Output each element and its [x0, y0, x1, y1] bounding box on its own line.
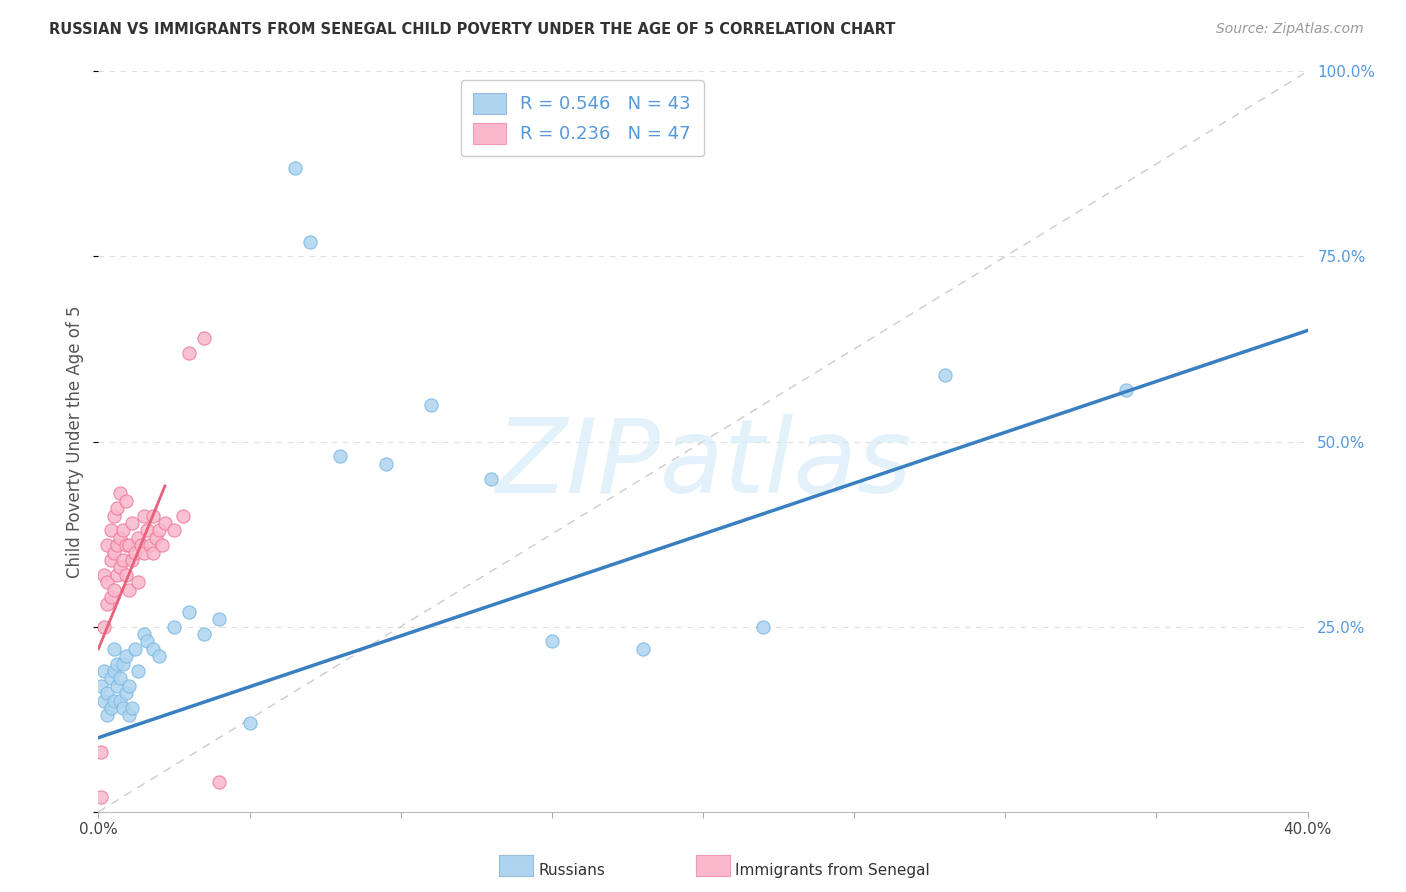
Point	[193, 627, 215, 641]
Point	[135, 634, 157, 648]
Point	[148, 649, 170, 664]
Point	[127, 664, 149, 678]
Point	[208, 775, 231, 789]
Point	[96, 708, 118, 723]
Point	[329, 450, 352, 464]
Point	[118, 582, 141, 597]
Legend: R = 0.546   N = 43, R = 0.236   N = 47: R = 0.546 N = 43, R = 0.236 N = 47	[461, 80, 703, 156]
Point	[284, 161, 307, 175]
Point	[111, 553, 134, 567]
Point	[93, 694, 115, 708]
Point	[163, 524, 186, 538]
Text: Russians: Russians	[538, 863, 606, 878]
Point	[111, 657, 134, 671]
Point	[108, 694, 131, 708]
Point	[132, 508, 155, 523]
Point	[114, 686, 136, 700]
Point	[96, 575, 118, 590]
Point	[105, 501, 128, 516]
Point	[108, 486, 131, 500]
Point	[93, 664, 115, 678]
Point	[103, 641, 125, 656]
Point	[100, 553, 122, 567]
Point	[114, 538, 136, 552]
Point	[114, 567, 136, 582]
Point	[90, 746, 112, 760]
Point	[90, 789, 112, 804]
Point	[108, 672, 131, 686]
Point	[96, 538, 118, 552]
Point	[481, 471, 503, 485]
Point	[239, 715, 262, 730]
Point	[103, 546, 125, 560]
Point	[114, 493, 136, 508]
Point	[139, 538, 162, 552]
Point	[193, 331, 215, 345]
Point	[1115, 383, 1137, 397]
Point	[142, 546, 165, 560]
Text: Immigrants from Senegal: Immigrants from Senegal	[735, 863, 931, 878]
Point	[103, 508, 125, 523]
Point	[179, 345, 201, 359]
Point	[93, 567, 115, 582]
Point	[132, 627, 155, 641]
Point	[118, 538, 141, 552]
Point	[121, 701, 143, 715]
Point	[105, 538, 128, 552]
Point	[934, 368, 956, 382]
Point	[150, 538, 173, 552]
Point	[100, 590, 122, 604]
Point	[142, 508, 165, 523]
Point	[135, 524, 157, 538]
Point	[153, 516, 176, 530]
Point	[631, 641, 654, 656]
Point	[100, 701, 122, 715]
Point	[299, 235, 322, 249]
Point	[145, 531, 167, 545]
Point	[100, 524, 122, 538]
Point	[752, 619, 775, 633]
Point	[179, 605, 201, 619]
Point	[96, 686, 118, 700]
Text: ZIPatlas: ZIPatlas	[495, 414, 911, 514]
Point	[208, 612, 231, 626]
Point	[163, 619, 186, 633]
Point	[103, 664, 125, 678]
Y-axis label: Child Poverty Under the Age of 5: Child Poverty Under the Age of 5	[66, 305, 84, 578]
Point	[93, 619, 115, 633]
Point	[121, 516, 143, 530]
Point	[111, 701, 134, 715]
Point	[118, 679, 141, 693]
Point	[127, 575, 149, 590]
Point	[124, 546, 146, 560]
Point	[100, 672, 122, 686]
Point	[374, 457, 396, 471]
Point	[132, 546, 155, 560]
Point	[105, 679, 128, 693]
Point	[114, 649, 136, 664]
Point	[105, 567, 128, 582]
Point	[103, 582, 125, 597]
Point	[172, 508, 194, 523]
Point	[105, 657, 128, 671]
Point	[90, 679, 112, 693]
Point	[118, 708, 141, 723]
Point	[111, 524, 134, 538]
Point	[148, 524, 170, 538]
Point	[96, 598, 118, 612]
Point	[103, 694, 125, 708]
Point	[124, 641, 146, 656]
Text: RUSSIAN VS IMMIGRANTS FROM SENEGAL CHILD POVERTY UNDER THE AGE OF 5 CORRELATION : RUSSIAN VS IMMIGRANTS FROM SENEGAL CHILD…	[49, 22, 896, 37]
Point	[129, 538, 152, 552]
Point	[121, 553, 143, 567]
Text: Source: ZipAtlas.com: Source: ZipAtlas.com	[1216, 22, 1364, 37]
Point	[142, 641, 165, 656]
Point	[108, 531, 131, 545]
Point	[108, 560, 131, 574]
Point	[540, 634, 562, 648]
Point	[420, 398, 443, 412]
Point	[127, 531, 149, 545]
